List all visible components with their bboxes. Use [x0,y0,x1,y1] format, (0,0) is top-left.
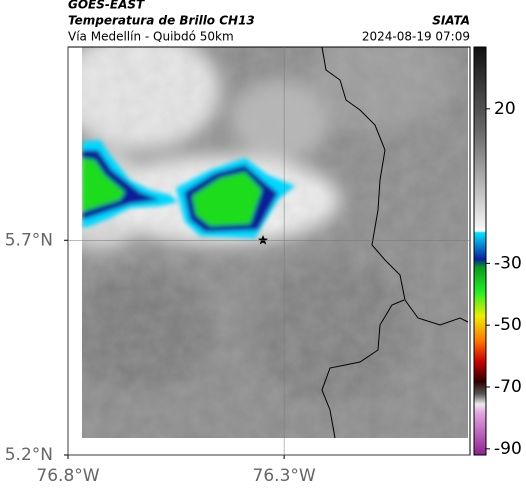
timestamp: 2024-08-19 07:09 [362,30,470,44]
colorbar-tick-label: -30 [494,253,522,273]
satellite-image [82,47,468,438]
colorbar [473,46,487,456]
colorbar-tick-label: -50 [494,315,522,335]
boundaries [321,46,469,439]
y-tick-label: 5.7°N [5,230,53,250]
y-tick-label: 5.2°N [5,445,53,465]
x-tick-label: 76.8°W [36,466,99,486]
product-title: Temperatura de Brillo CH13 [68,14,255,28]
colorbar-tick-label: -70 [494,377,522,397]
colorbar-tick-label: -90 [494,439,522,459]
region-label: Vía Medellín - Quibdó 50km [68,30,234,44]
satellite-label: GOES-EAST [68,0,145,12]
x-tick-label: 76.3°W [253,466,316,486]
colorbar-tick-label: 20 [494,99,516,119]
source-label: SIATA [432,14,470,28]
location-marker [258,235,268,245]
